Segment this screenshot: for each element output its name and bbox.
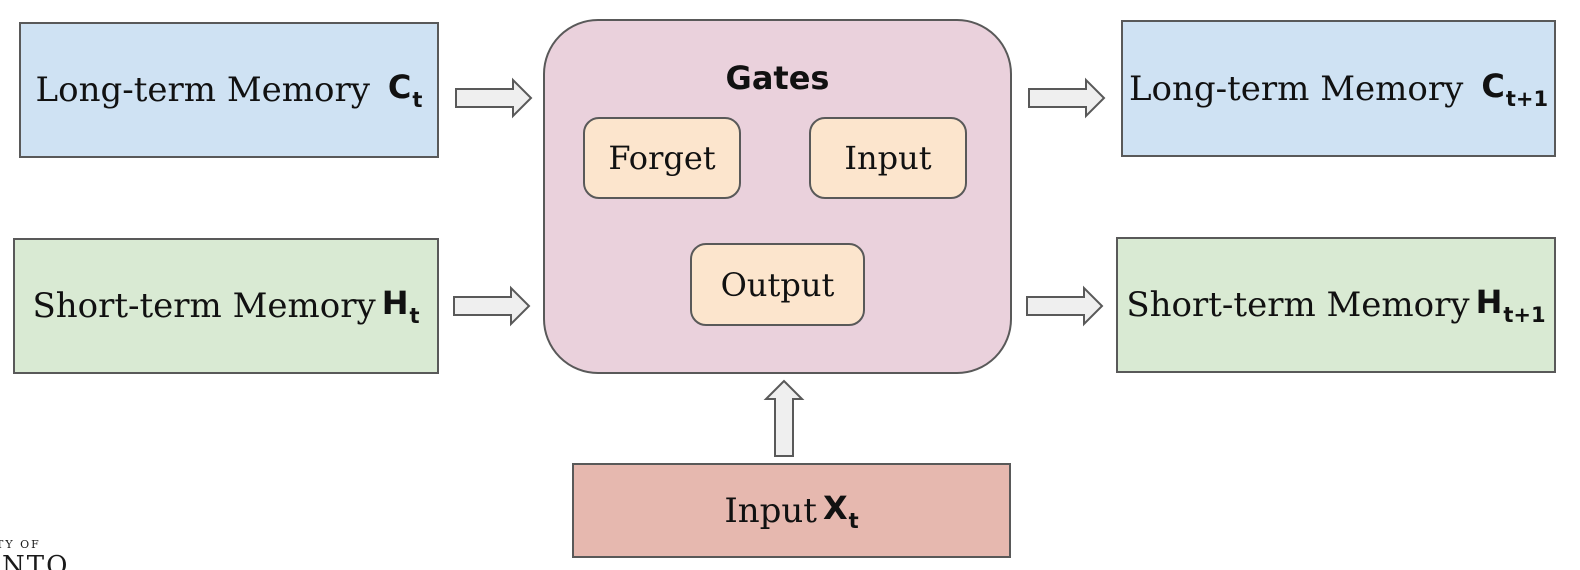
arrow-input-up bbox=[763, 379, 805, 457]
output-long-term-memory-label: Long-term Memory bbox=[1128, 68, 1464, 109]
input-short-term-memory-box: Short-term Memory Ht bbox=[13, 238, 439, 374]
gates-title: Gates bbox=[725, 59, 830, 97]
output-short-term-memory-box: Short-term Memory Ht+1 bbox=[1116, 237, 1556, 373]
logo-big-text: NTO bbox=[2, 551, 70, 570]
input-long-term-memory-variable: Ct bbox=[387, 68, 423, 112]
arrow-long-term-out bbox=[1028, 77, 1106, 119]
input-long-term-memory-box: Long-term Memory Ct bbox=[19, 22, 439, 158]
output-gate: Output bbox=[690, 243, 865, 326]
input-short-term-memory-variable: Ht bbox=[381, 284, 420, 328]
output-long-term-memory-box: Long-term Memory Ct+1 bbox=[1121, 20, 1556, 157]
university-logo: TY OF NTO bbox=[0, 532, 70, 570]
current-input-box: Input Xt bbox=[572, 463, 1011, 558]
input-gate: Input bbox=[809, 117, 967, 199]
input-long-term-memory-label: Long-term Memory bbox=[35, 70, 370, 110]
current-input-variable: Xt bbox=[822, 488, 859, 533]
output-long-term-memory-variable: Ct+1 bbox=[1481, 66, 1549, 111]
input-short-term-memory-label: Short-term Memory bbox=[32, 286, 376, 326]
current-input-label: Input bbox=[724, 490, 817, 531]
arrow-short-term-in bbox=[453, 285, 531, 327]
arrow-long-term-in bbox=[455, 77, 533, 119]
output-short-term-memory-label: Short-term Memory bbox=[1126, 285, 1470, 325]
input-gate-label: Input bbox=[844, 139, 932, 177]
forget-gate-label: Forget bbox=[608, 139, 716, 177]
output-short-term-memory-variable: Ht+1 bbox=[1475, 283, 1546, 327]
arrow-short-term-out bbox=[1026, 285, 1104, 327]
logo-small-text: TY OF bbox=[0, 538, 41, 551]
forget-gate: Forget bbox=[583, 117, 741, 199]
output-gate-label: Output bbox=[720, 265, 835, 304]
